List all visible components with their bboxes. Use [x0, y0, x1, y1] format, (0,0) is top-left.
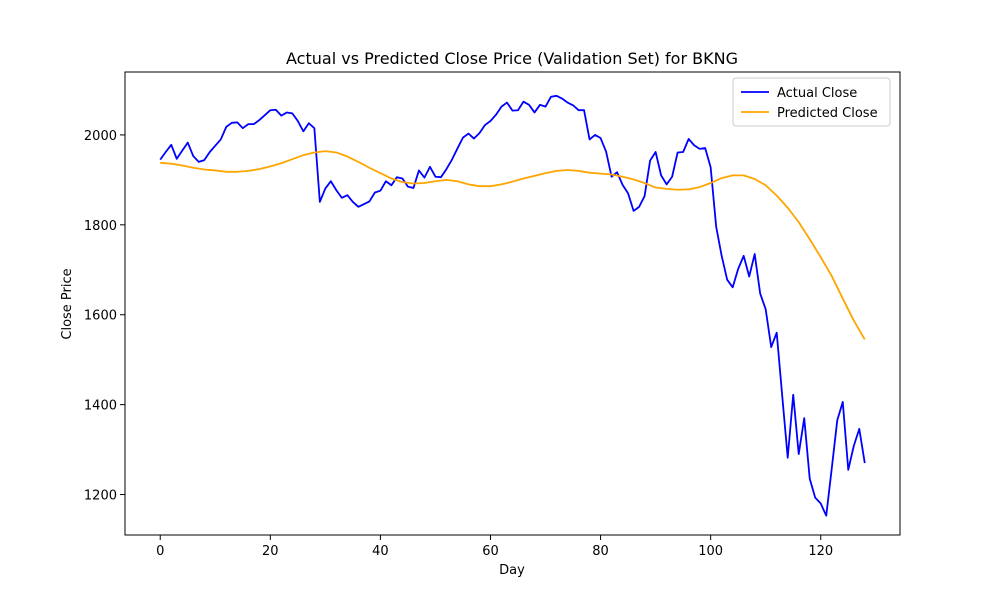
y-tick-label: 1200 — [84, 489, 117, 504]
series-lines — [159, 94, 866, 517]
x-tick-label: 100 — [698, 544, 723, 559]
x-tick-label: 40 — [372, 544, 389, 559]
series-line-actual-close — [159, 94, 866, 517]
x-tick-label: 120 — [808, 544, 833, 559]
legend: Actual Close Predicted Close — [732, 77, 891, 127]
x-tick-label: 60 — [482, 544, 499, 559]
y-tick-label: 1600 — [84, 309, 117, 324]
legend-label: Actual Close — [777, 86, 857, 101]
y-tick-label: 1800 — [84, 219, 117, 234]
series-line-predicted-close — [160, 150, 866, 340]
y-tick-label: 1400 — [84, 399, 117, 414]
x-tick-label: 80 — [592, 544, 609, 559]
legend-label: Predicted Close — [777, 106, 878, 121]
axes: 0 20 40 60 80 100 120 1200 1400 1600 1800 2000 — [84, 71, 901, 559]
plot-frame — [124, 71, 901, 536]
legend-box — [732, 77, 891, 127]
y-tick-label: 2000 — [84, 129, 117, 144]
x-tick-label: 20 — [262, 544, 279, 559]
y-axis-label: Close Price — [60, 268, 75, 339]
x-tick-label: 0 — [156, 544, 164, 559]
x-axis-label: Day — [499, 563, 525, 578]
chart-title: Actual vs Predicted Close Price (Validat… — [286, 49, 738, 68]
